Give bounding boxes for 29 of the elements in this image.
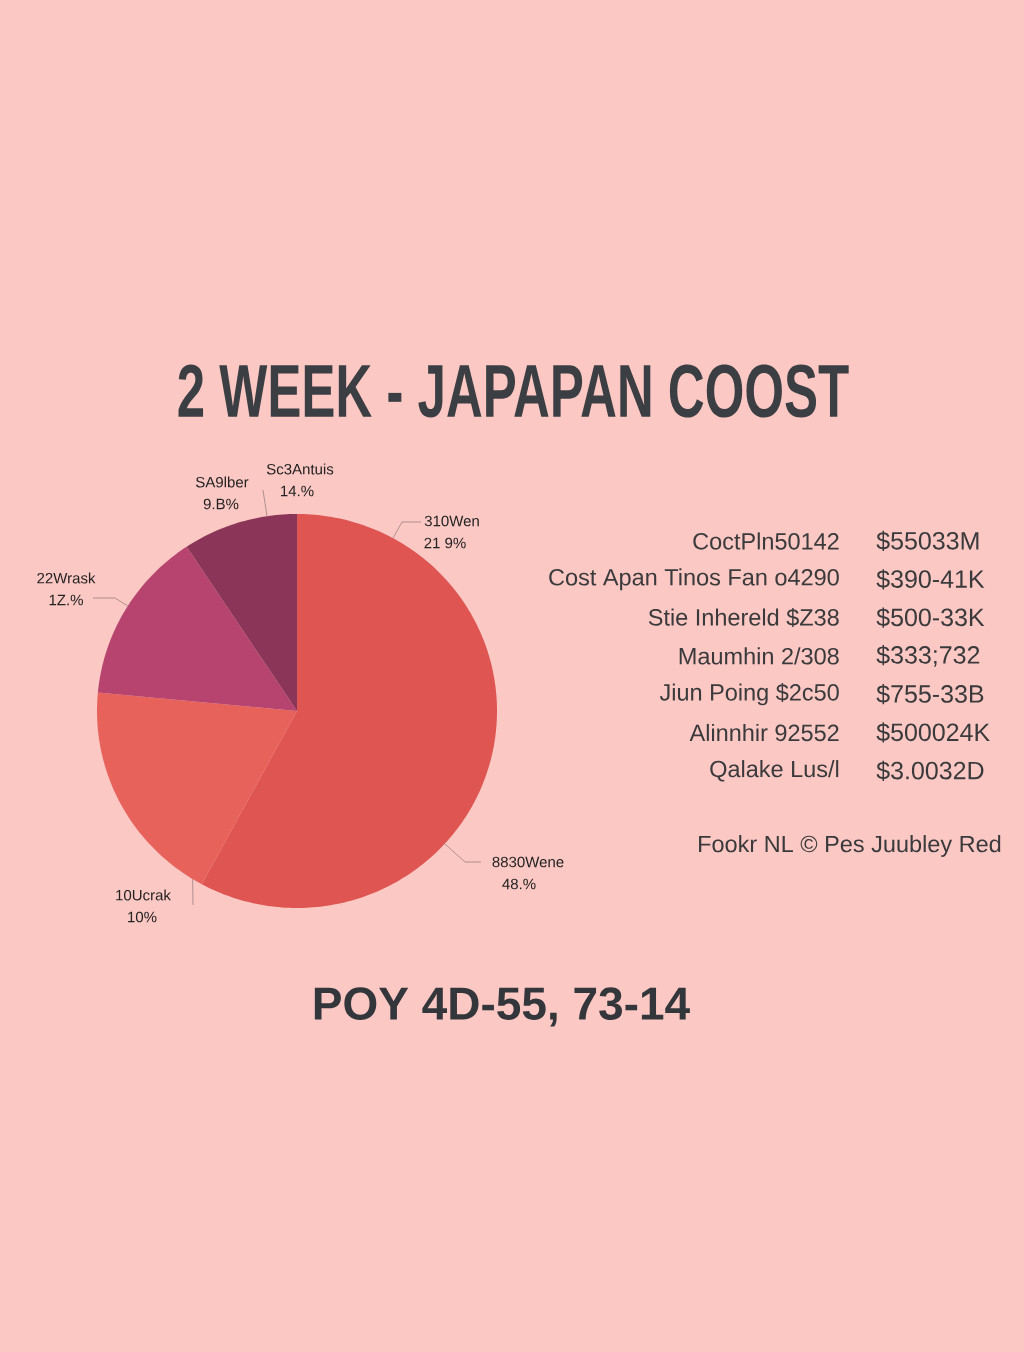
- text: Stie Inhereld $Z38: [648, 608, 839, 628]
- text: $333;732: [876, 645, 980, 667]
- text: CoctPln50142: [693, 532, 839, 550]
- slice-label: 22Wrask: [37, 572, 96, 584]
- text: $390-41K: [876, 569, 985, 590]
- text: 9.B%: [203, 498, 239, 510]
- text: Maumhin 2/308: [679, 647, 839, 665]
- text: $500024K: [876, 722, 990, 743]
- slice-label: SA9lber: [195, 476, 249, 488]
- chart-title: 2 WEEK - JAPAPAN COOST: [178, 364, 849, 418]
- text: Alinnhir 92552: [689, 723, 839, 742]
- text: 14.%: [281, 485, 314, 497]
- text: 21 9%: [424, 537, 466, 549]
- text: 310Wen: [424, 515, 479, 527]
- text: Sc3Antuis: [266, 463, 334, 475]
- text: Jiun Poing $2c50: [659, 683, 839, 706]
- text: Cost Apan Tinos Fan o4290: [549, 568, 839, 591]
- text: $755-33B: [876, 684, 984, 705]
- text: Qalake Lus/l: [710, 760, 839, 782]
- slice-label: 8830Wene: [492, 856, 564, 868]
- text: 48.%: [502, 878, 536, 890]
- slice-label: 10Ucrak: [116, 889, 171, 901]
- text: $55033M: [876, 530, 979, 552]
- text: 1Z.%: [49, 594, 83, 606]
- text: 10%: [128, 911, 157, 923]
- text: Fookr NL © Pes Juubley Red: [699, 835, 1001, 857]
- text: $3.0032D: [876, 760, 984, 781]
- text: POY 4D-55, 73-14: [314, 987, 690, 1027]
- text: $500-33K: [876, 607, 985, 628]
